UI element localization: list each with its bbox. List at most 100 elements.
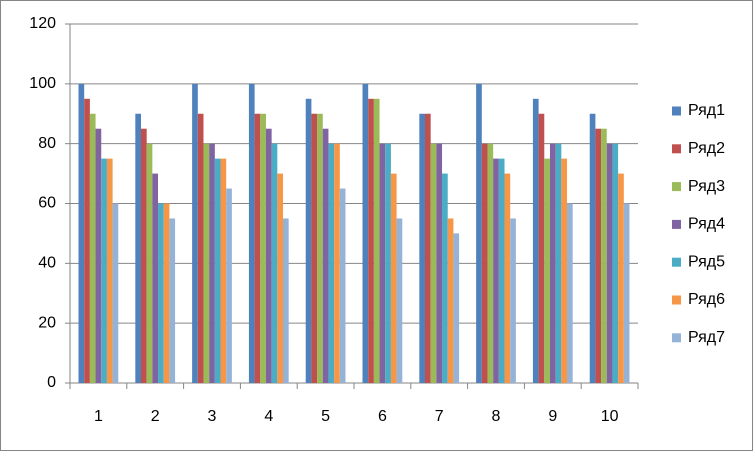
legend-swatch (672, 219, 681, 229)
bar (623, 203, 630, 383)
legend-label: Ряд5 (688, 253, 725, 270)
bar (311, 113, 318, 383)
bar (442, 173, 448, 383)
x-tick-label: 6 (378, 408, 387, 425)
bar (510, 218, 516, 383)
bar (368, 98, 374, 384)
bar (84, 98, 90, 384)
legend-swatch (672, 333, 681, 343)
y-tick-label: 20 (38, 314, 56, 331)
bar (112, 203, 119, 383)
bar (476, 83, 482, 383)
bar (169, 218, 176, 383)
legend-label: Ряд7 (688, 329, 725, 346)
bar (141, 128, 147, 383)
bar (214, 158, 221, 383)
bar (425, 113, 431, 383)
bar (379, 143, 386, 383)
y-tick-label: 120 (29, 15, 56, 32)
bar (447, 218, 454, 383)
x-tick-label: 5 (321, 408, 330, 425)
bar (493, 158, 499, 383)
bar (385, 143, 391, 383)
bar (197, 113, 204, 383)
bar (390, 173, 397, 383)
bar (362, 83, 369, 383)
legend-swatch (672, 295, 681, 305)
bar (277, 173, 283, 383)
y-tick-label: 80 (38, 135, 56, 152)
bar (334, 143, 340, 383)
bar (248, 83, 255, 383)
bar (589, 113, 596, 383)
bar (106, 158, 113, 383)
bar (209, 143, 215, 383)
bar (595, 128, 602, 383)
bar (152, 173, 159, 383)
bar (538, 113, 545, 383)
bar (419, 113, 425, 383)
bar (555, 143, 562, 383)
bar (328, 143, 335, 383)
x-tick-label: 9 (548, 408, 557, 425)
x-tick-label: 10 (601, 408, 619, 425)
legend-swatch (672, 106, 681, 116)
x-tick-label: 2 (151, 408, 160, 425)
bar (265, 128, 272, 383)
bar (544, 158, 550, 383)
legend-swatch (672, 182, 681, 192)
bar (305, 98, 312, 384)
bar (226, 188, 232, 383)
legend-swatch (672, 257, 681, 267)
x-tick-label: 4 (264, 408, 273, 425)
bar (436, 143, 443, 383)
bar (373, 98, 380, 384)
legend-swatch (672, 144, 681, 154)
bar (504, 173, 511, 383)
x-tick-label: 3 (208, 408, 217, 425)
bar (549, 143, 556, 383)
bar (430, 143, 437, 383)
bar (163, 203, 170, 383)
bar (203, 143, 210, 383)
bar (283, 218, 289, 383)
bar (158, 203, 164, 383)
y-tick-label: 40 (38, 255, 56, 272)
legend-label: Ряд6 (688, 291, 725, 308)
bar (254, 113, 261, 383)
bar (89, 113, 96, 383)
bar (606, 143, 613, 383)
bar (322, 128, 329, 383)
bar (101, 158, 107, 383)
bar (339, 188, 346, 383)
bar (317, 113, 323, 383)
y-tick-label: 100 (29, 75, 56, 92)
bar (498, 158, 505, 383)
legend-label: Ряд1 (688, 102, 725, 119)
bar (271, 143, 278, 383)
bar (453, 233, 460, 383)
bar (612, 143, 619, 383)
bar (601, 128, 607, 383)
bar (95, 128, 102, 383)
bar (532, 98, 539, 384)
bar (561, 158, 567, 383)
legend-label: Ряд4 (688, 216, 725, 233)
bar (487, 143, 494, 383)
bar (192, 83, 198, 383)
bar (396, 218, 403, 383)
x-tick-label: 8 (492, 408, 501, 425)
bar (78, 83, 85, 383)
bar (260, 113, 266, 383)
bar (135, 113, 141, 383)
x-tick-label: 7 (435, 408, 444, 425)
y-tick-label: 0 (47, 374, 56, 391)
bar (567, 203, 573, 383)
legend-label: Ряд3 (688, 178, 725, 195)
legend-label: Ряд2 (688, 140, 725, 157)
bar (618, 173, 624, 383)
bar (146, 143, 153, 383)
bar (220, 158, 227, 383)
